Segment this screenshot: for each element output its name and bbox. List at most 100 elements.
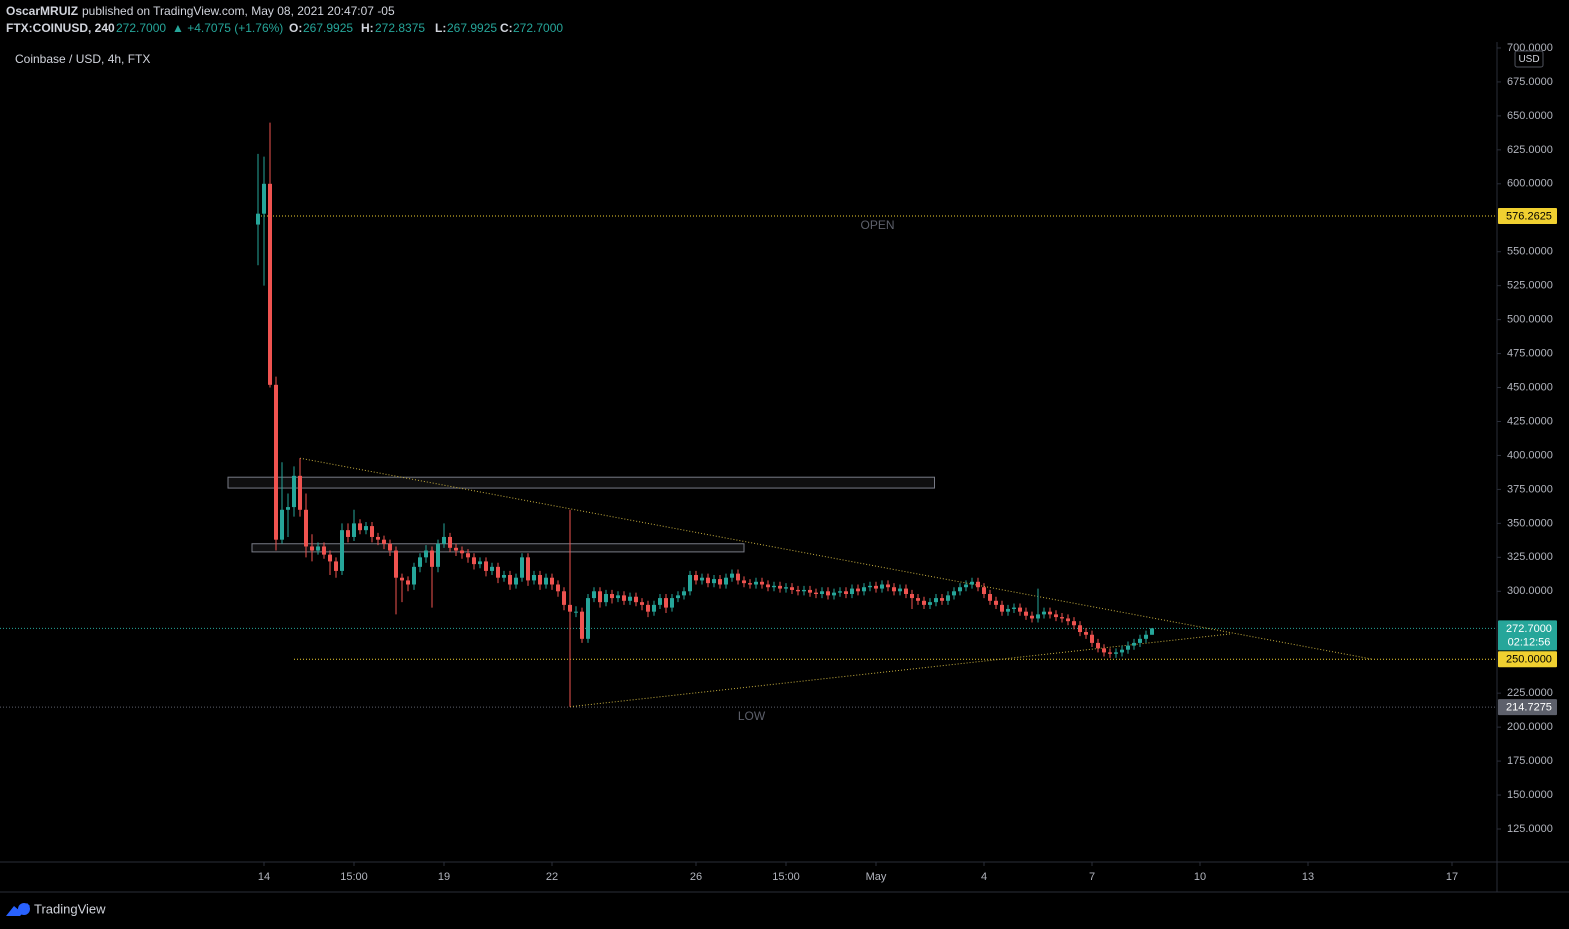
candle-body — [1126, 645, 1130, 650]
candle-body — [712, 579, 716, 584]
trend-line — [299, 457, 1373, 660]
candle-body — [724, 577, 728, 585]
y-tick-label: 675.0000 — [1507, 76, 1553, 88]
candle-body — [952, 591, 956, 596]
y-tick-label: 475.0000 — [1507, 347, 1553, 359]
y-tick-label: 125.0000 — [1507, 823, 1553, 835]
candle-body — [874, 585, 878, 589]
candle-body — [478, 561, 482, 565]
candle-body — [1132, 642, 1136, 646]
candle-body — [922, 600, 926, 605]
candle-body — [760, 581, 764, 585]
candle-body — [1120, 649, 1124, 653]
candle-body — [640, 602, 644, 605]
y-tick-label: 600.0000 — [1507, 178, 1553, 190]
annotation: OPEN — [860, 218, 894, 232]
candle-body — [298, 475, 302, 510]
candle-body — [436, 543, 440, 567]
level-label: 214.7275 — [1506, 702, 1552, 714]
candle-body — [322, 546, 326, 555]
x-tick-label: 15:00 — [340, 871, 368, 883]
candle-body — [418, 557, 422, 567]
candle-body — [898, 588, 902, 592]
x-tick-label: 22 — [546, 871, 558, 883]
candle-body — [946, 595, 950, 601]
candle-body — [682, 591, 686, 596]
candle-body — [514, 577, 518, 585]
candle-body — [376, 536, 380, 540]
candle-body — [808, 589, 812, 593]
c-label: C: — [500, 21, 513, 35]
candle-body — [670, 598, 674, 608]
candle-body — [1018, 607, 1022, 612]
candle-body — [316, 546, 320, 551]
candle-body — [736, 573, 740, 581]
candle-body — [1000, 604, 1004, 612]
candle-body — [448, 536, 452, 548]
candle-body — [862, 587, 866, 592]
y-tick-label: 525.0000 — [1507, 280, 1553, 292]
candle-body — [664, 598, 668, 608]
candle-body — [1066, 618, 1070, 622]
x-tick-label: 7 — [1089, 871, 1095, 883]
countdown: 02:12:56 — [1508, 636, 1551, 648]
candle-body — [532, 574, 536, 581]
h-value: 272.8375 — [375, 21, 425, 35]
candle-body — [310, 546, 314, 551]
chart-title: Coinbase / USD, 4h, FTX — [15, 52, 150, 66]
candle-body — [424, 550, 428, 558]
candle-body — [688, 574, 692, 592]
candle-body — [1078, 625, 1082, 633]
candle-body — [748, 583, 752, 585]
candle-body — [1006, 608, 1010, 612]
candle-body — [460, 550, 464, 554]
candle-body — [382, 539, 386, 544]
candle-body — [928, 602, 932, 605]
level-label-box — [1498, 208, 1557, 225]
l-value: 267.9925 — [447, 21, 497, 35]
published: published on TradingView.com, May 08, 20… — [82, 4, 395, 18]
candle-body — [370, 526, 374, 537]
candle-body — [568, 604, 572, 612]
candle-body — [1090, 634, 1094, 643]
l-label: L: — [435, 21, 446, 35]
zone-box — [251, 543, 745, 553]
candle-body — [814, 592, 818, 595]
candle-body — [598, 591, 602, 603]
x-tick-label: 4 — [981, 871, 987, 883]
y-tick-label: 325.0000 — [1507, 551, 1553, 563]
candle-body — [484, 561, 488, 571]
candle-body — [340, 530, 344, 571]
candle-body — [622, 595, 626, 601]
candle-body — [1096, 642, 1100, 649]
candle-body — [628, 596, 632, 601]
level-label: 576.2625 — [1506, 210, 1552, 222]
y-tick-label: 350.0000 — [1507, 517, 1553, 529]
candle-body — [652, 604, 656, 612]
candle-body — [694, 574, 698, 581]
y-tick-label: 175.0000 — [1507, 755, 1553, 767]
annotation: LOW — [738, 709, 766, 723]
candle-body — [1072, 621, 1076, 626]
candle-body — [970, 581, 974, 585]
candle-body — [1114, 652, 1118, 654]
candle-body — [958, 587, 962, 592]
zone-box — [227, 476, 935, 489]
candle-body — [256, 213, 260, 225]
candle-body — [856, 588, 860, 592]
candle-body — [490, 566, 494, 571]
y-tick-label: 375.0000 — [1507, 483, 1553, 495]
candle-body — [364, 526, 368, 531]
symbol: FTX:COINUSD, 240 — [6, 21, 115, 35]
candle-body — [334, 561, 338, 571]
candle-body — [976, 581, 980, 588]
candle-body — [1048, 611, 1052, 615]
level-label: 250.0000 — [1506, 654, 1552, 666]
change: ▲ +4.7075 (+1.76%) — [172, 21, 283, 35]
candle-body — [1024, 611, 1028, 616]
candle-body — [832, 592, 836, 596]
candle-body — [268, 183, 272, 385]
candle-body — [964, 584, 968, 588]
candle-body — [262, 183, 266, 214]
